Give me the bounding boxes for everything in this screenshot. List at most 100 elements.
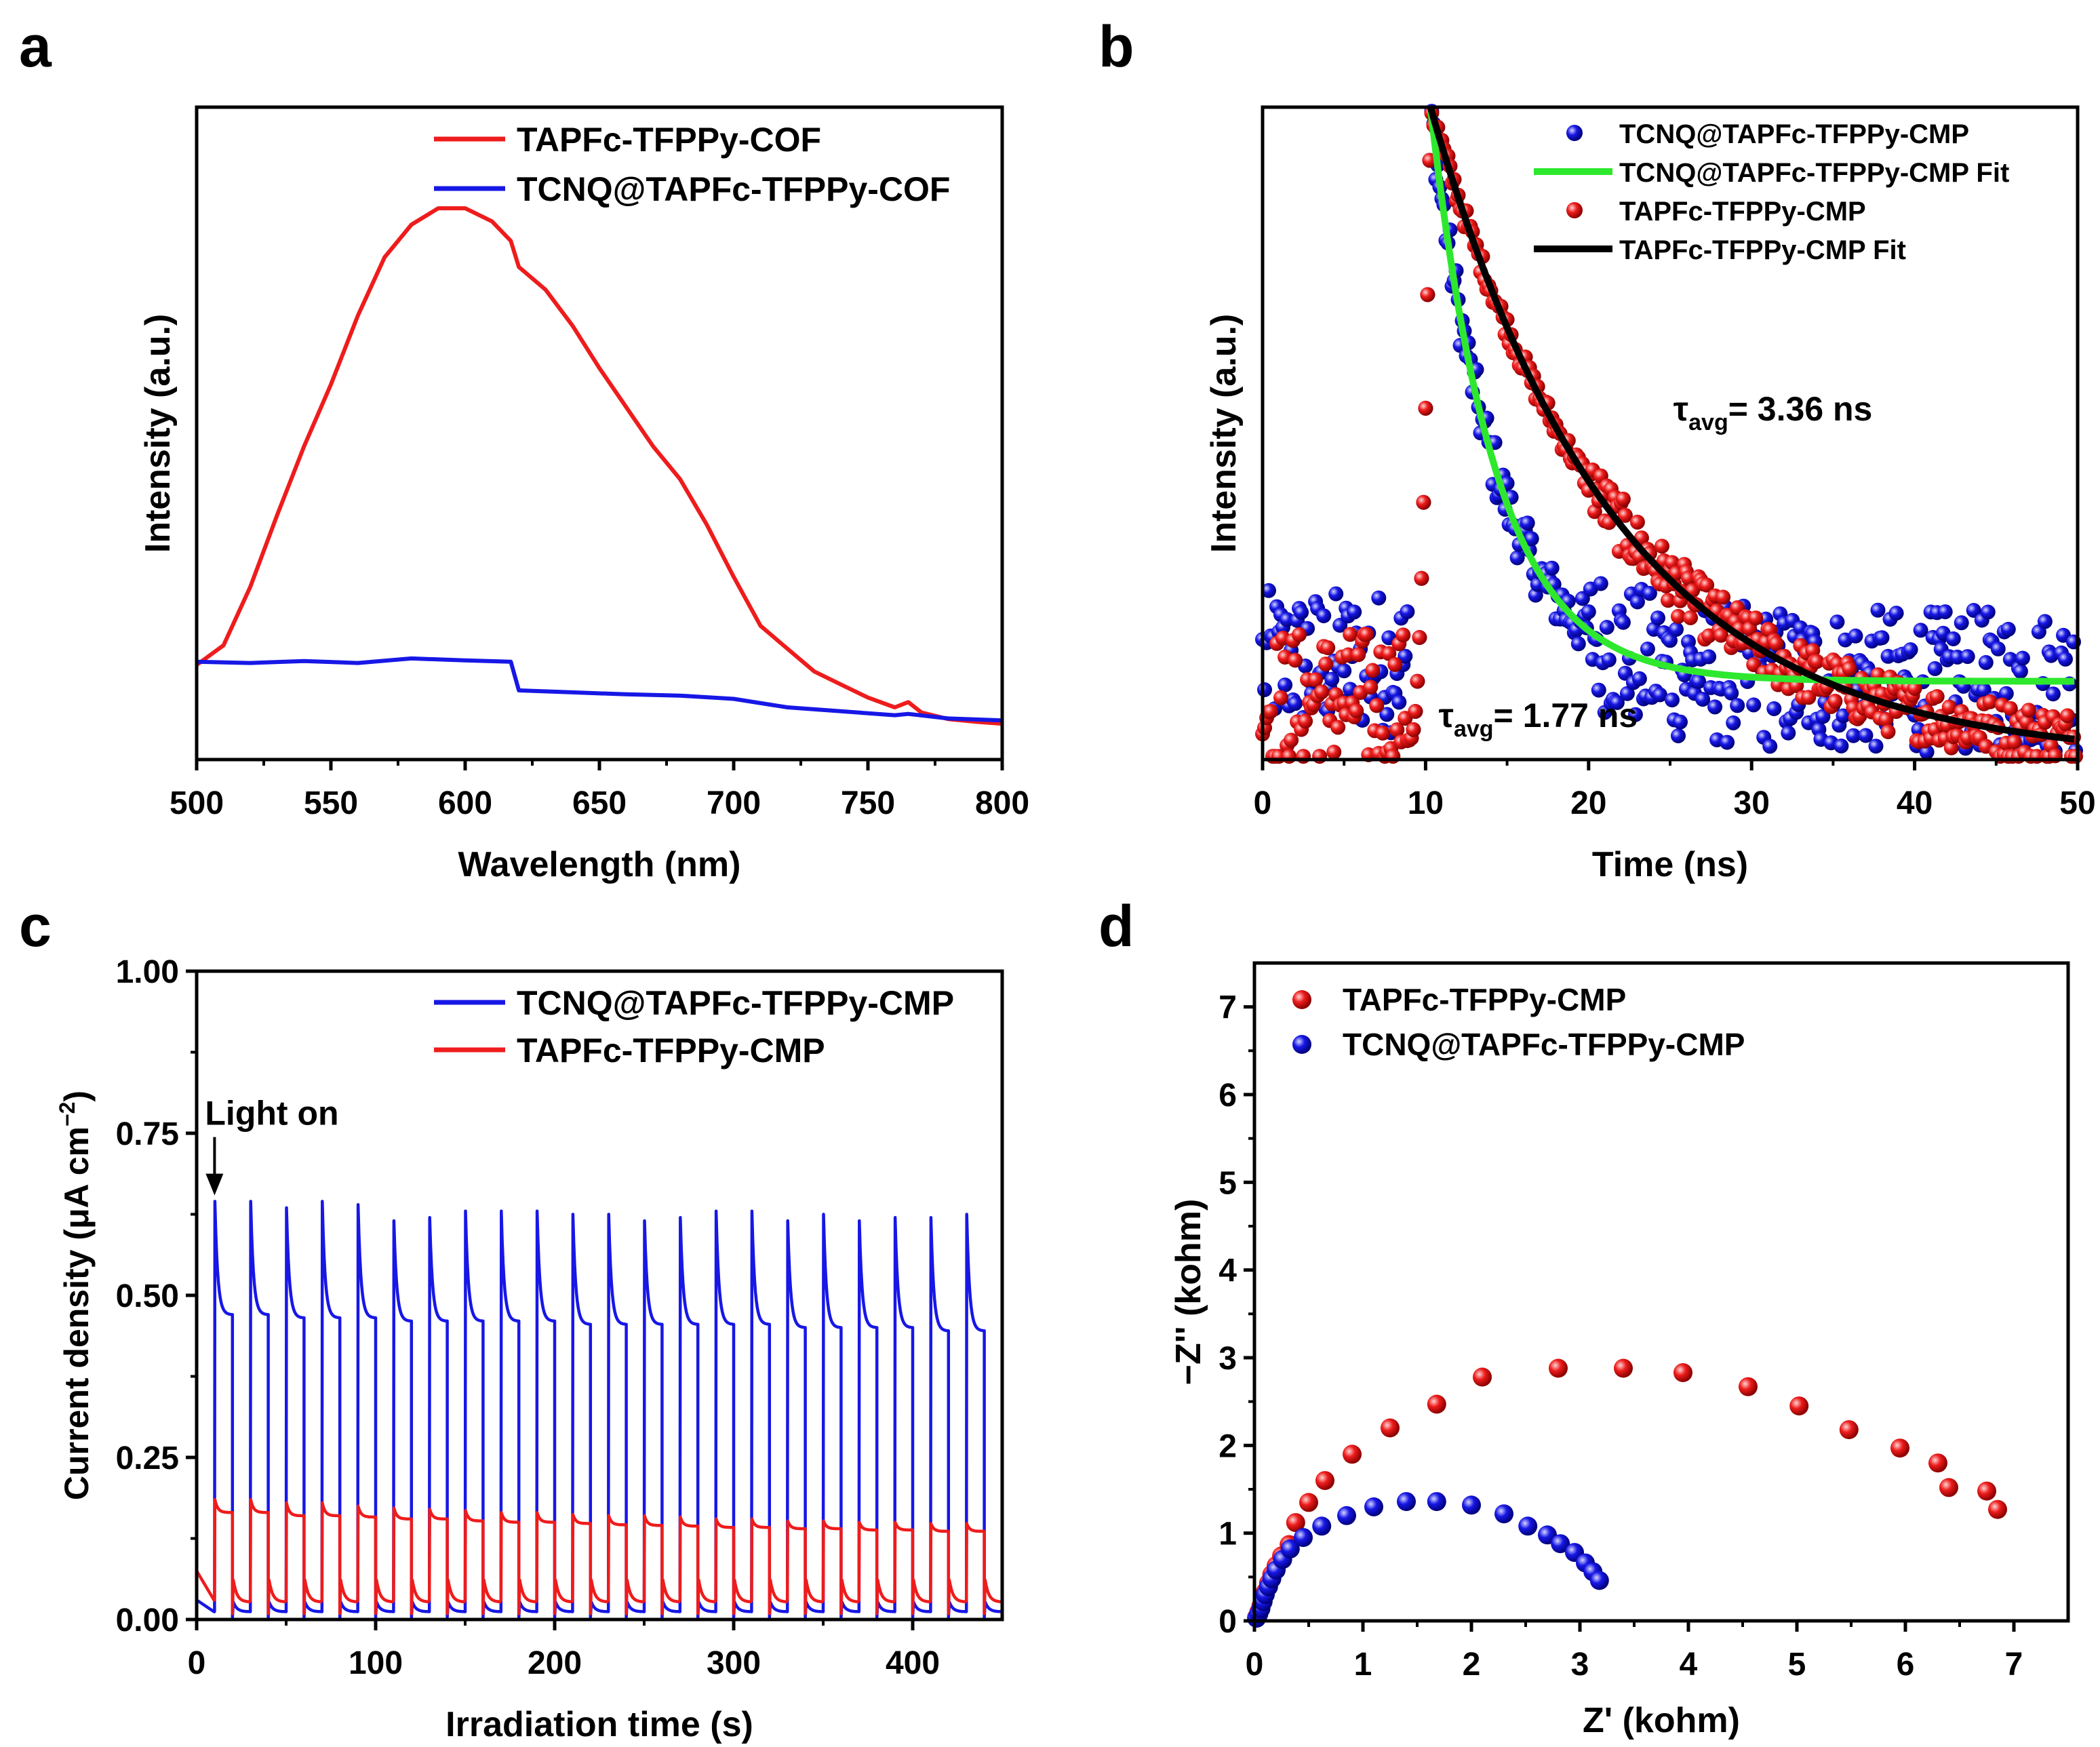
x-tick-label: 5	[1788, 1647, 1806, 1683]
decay-point-tcnq	[1726, 715, 1741, 730]
x-tick-label: 500	[170, 785, 224, 821]
eis-point-tcnq	[1337, 1506, 1356, 1525]
decay-point-tcnq	[1960, 649, 1975, 665]
decay-point-tcnq	[1990, 641, 2006, 656]
panel-c-y-axis-title-close: )	[58, 1091, 96, 1102]
legend-marker-tapfc-eis	[1292, 990, 1311, 1009]
decay-point-tapfc	[1746, 657, 1762, 673]
decay-point-tapfc	[1880, 724, 1896, 739]
decay-point-tcnq	[2058, 651, 2073, 667]
decay-point-tcnq	[1829, 614, 1845, 630]
tau-symbol: τ	[1673, 390, 1688, 428]
panel-c-photocurrent: 0 100 200 300 400 0.00 0.25 0.50 0.75 1.00 Irrad…	[55, 954, 1004, 1744]
x-tick-label: 3	[1571, 1647, 1589, 1683]
decay-point-tcnq	[1294, 604, 1309, 620]
decay-point-tcnq	[1391, 694, 1407, 710]
panel-letter-b: b	[1098, 14, 1134, 79]
decay-point-tapfc	[1263, 703, 1278, 719]
decay-point-tcnq	[1663, 633, 1678, 648]
decay-point-tcnq	[1599, 620, 1614, 635]
decay-point-tapfc	[1713, 627, 1729, 643]
x-tick-label: 650	[572, 785, 627, 821]
decay-point-tcnq	[1927, 661, 1943, 676]
eis-point-tapfc	[1315, 1471, 1334, 1491]
y-tick-label: 4	[1219, 1253, 1237, 1289]
decay-point-tcnq	[1998, 686, 2014, 701]
photocurrent-line-tcnq	[195, 1200, 1003, 1619]
panel-d-plot-area	[1247, 1358, 2007, 1628]
decay-point-tcnq	[2037, 614, 2053, 629]
decay-point-tapfc	[1308, 672, 1324, 688]
tau-symbol: τ	[1439, 696, 1454, 734]
eis-point-tapfc	[1928, 1453, 1947, 1473]
decay-point-tapfc	[1326, 745, 1342, 760]
legend-marker-tapfc-cmp	[1566, 202, 1583, 218]
tau-subscript: avg	[1454, 716, 1494, 742]
eis-point-tapfc	[1299, 1493, 1318, 1512]
decay-point-tapfc	[1943, 740, 1959, 755]
decay-point-tapfc	[1351, 647, 1366, 663]
tau-value: = 1.77 ns	[1494, 696, 1638, 734]
y-tick-label: 1.00	[116, 954, 179, 990]
decay-point-tcnq	[1746, 697, 1762, 713]
decay-point-tcnq	[2045, 686, 2061, 702]
eis-point-tapfc	[1381, 1418, 1400, 1438]
eis-point-tapfc	[1977, 1481, 1996, 1501]
panel-c-y-axis: 0.00 0.25 0.50 0.75 1.00	[116, 954, 197, 1638]
decay-point-tcnq	[1945, 631, 1961, 646]
decay-point-tcnq	[1870, 602, 1886, 618]
decay-point-tcnq	[1619, 686, 1635, 701]
decay-point-tcnq	[1642, 585, 1657, 601]
decay-point-tapfc	[1420, 287, 1435, 302]
decay-point-tcnq	[1848, 628, 1863, 644]
decay-point-tapfc	[1716, 589, 1731, 605]
decay-point-tapfc	[1414, 570, 1429, 586]
decay-point-tcnq	[1671, 728, 1686, 743]
tau-value: = 3.36 ns	[1728, 390, 1873, 428]
panel-b-x-axis: 0 10 20 30 40 50	[1254, 760, 2096, 821]
y-tick-label: 1	[1219, 1516, 1237, 1552]
decay-point-tcnq	[1695, 692, 1711, 707]
decay-point-tapfc	[1661, 593, 1676, 608]
eis-point-tapfc	[1473, 1367, 1492, 1387]
eis-point-tcnq	[1518, 1516, 1538, 1536]
panel-c-y-axis-title-main: Current density (μA cm	[58, 1126, 96, 1500]
decay-point-tcnq	[1520, 515, 1535, 531]
legend-label-tcnq-photocurrent: TCNQ@TAPFc-TFPPy-CMP	[517, 984, 954, 1022]
decay-point-tapfc	[1273, 690, 1288, 705]
legend-label-tcnq-eis: TCNQ@TAPFc-TFPPy-CMP	[1343, 1027, 1745, 1062]
decay-point-tapfc	[1312, 749, 1328, 764]
decay-point-tcnq	[1730, 698, 1745, 713]
decay-point-tcnq	[1980, 604, 1996, 620]
decay-point-tcnq	[1629, 594, 1645, 610]
decay-point-tcnq	[1601, 652, 1617, 667]
tau-subscript: avg	[1688, 410, 1728, 435]
decay-point-tcnq	[1640, 642, 1655, 656]
decay-point-tapfc	[1385, 749, 1401, 764]
decay-point-tapfc	[1359, 627, 1374, 642]
decay-point-tcnq	[1398, 648, 1413, 664]
panel-c-annotation: Light on	[205, 1095, 339, 1196]
panel-d-x-axis: 0 1 2 3 4 5 6 7	[1246, 1621, 2023, 1683]
decay-point-tapfc	[1288, 652, 1303, 668]
legend-marker-tcnq-cmp	[1566, 125, 1583, 141]
panel-a-plot-area	[195, 206, 1003, 726]
decay-point-tcnq	[1328, 586, 1344, 602]
decay-point-tcnq	[1347, 604, 1362, 620]
legend-label-tapfc-cof: TAPFc-TFPPy-COF	[517, 121, 821, 159]
x-tick-label: 100	[349, 1645, 403, 1681]
decay-point-tcnq	[1836, 708, 1851, 724]
decay-point-tcnq	[1400, 604, 1415, 619]
decay-point-tcnq	[1669, 622, 1684, 637]
decay-point-tcnq	[2000, 621, 2016, 637]
decay-point-tapfc	[1615, 491, 1631, 507]
decay-point-tapfc	[1320, 640, 1336, 656]
decay-point-tapfc	[1408, 704, 1423, 719]
fit-line-tcnq	[1427, 106, 2075, 685]
decay-point-tapfc	[1416, 494, 1431, 510]
decay-point-tapfc	[1699, 577, 1715, 593]
decay-point-tcnq	[2015, 650, 2030, 666]
eis-point-tcnq	[1312, 1516, 1332, 1536]
eis-point-tcnq	[1364, 1497, 1383, 1516]
